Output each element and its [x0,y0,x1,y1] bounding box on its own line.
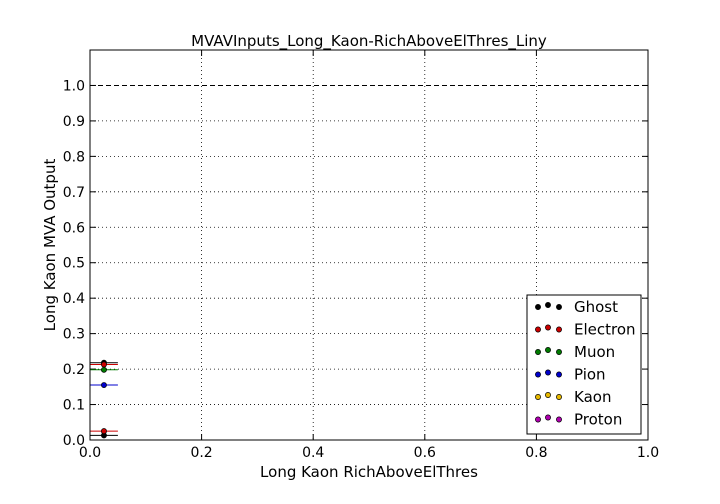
legend-marker-proton [535,416,541,423]
y-tick-label: 0.1 [63,398,85,414]
legend-marker-electron [545,324,551,331]
y-tick-label: 0.3 [63,327,85,343]
legend-marker-ghost [545,302,551,308]
point-electron [100,361,107,368]
legend-marker-electron [535,326,541,333]
legend-marker-kaon [556,394,562,400]
y-tick-label: 0.6 [63,220,85,236]
y-axis-label: Long Kaon MVA Output [41,159,59,332]
legend-label-kaon: Kaon [574,388,611,406]
plot-frame [89,49,649,441]
legend-marker-kaon [545,392,551,398]
legend-marker-ghost [556,304,562,310]
legend: Ghost Electron Muon Pion Kaon Proton [526,294,642,435]
y-tick-label: 0.2 [63,362,85,378]
point-electron [100,428,107,435]
x-tick-label: 0.8 [525,445,547,461]
axis-ticks: 0.0 0.2 0.4 0.6 0.8 1.0 0.0 0.1 0.2 0.3 0.4 0.5 0.6 0… [63,50,659,461]
x-tick-label: 0.0 [79,445,101,461]
point-muon [100,366,107,373]
y-tick-label: 0.5 [63,256,85,272]
point-pion [100,382,107,388]
chart-title: MVAVInputs_Long_Kaon-RichAboveElThres_Li… [191,32,547,51]
y-tick-label: 1.0 [63,78,85,94]
legend-marker-proton [545,414,551,421]
y-tick-label: 0.0 [63,433,85,449]
legend-marker-kaon [535,394,541,400]
x-tick-label: 0.2 [190,445,212,461]
legend-marker-pion [556,371,562,378]
legend-marker-electron [556,326,562,333]
x-tick-label: 0.4 [302,445,324,461]
data-marks [90,359,118,439]
legend-marker-muon [556,349,562,355]
y-tick-label: 0.9 [63,114,85,130]
y-tick-label: 0.8 [63,149,85,165]
legend-label-ghost: Ghost [574,298,618,316]
x-tick-label: 1.0 [637,445,659,461]
legend-label-electron: Electron [574,321,636,339]
legend-marker-pion [545,369,551,376]
y-tick-label: 0.7 [63,185,85,201]
x-tick-label: 0.6 [414,445,436,461]
x-axis-label: Long Kaon RichAboveElThres [260,463,478,481]
legend-marker-pion [535,371,541,378]
legend-marker-muon [545,347,551,353]
y-tick-label: 0.4 [63,291,85,307]
legend-marker-proton [556,416,562,423]
legend-label-proton: Proton [574,411,622,429]
legend-label-muon: Muon [574,343,615,361]
legend-label-pion: Pion [574,366,606,384]
legend-box [526,294,642,435]
legend-marker-muon [535,349,541,355]
legend-marker-ghost [535,304,541,310]
